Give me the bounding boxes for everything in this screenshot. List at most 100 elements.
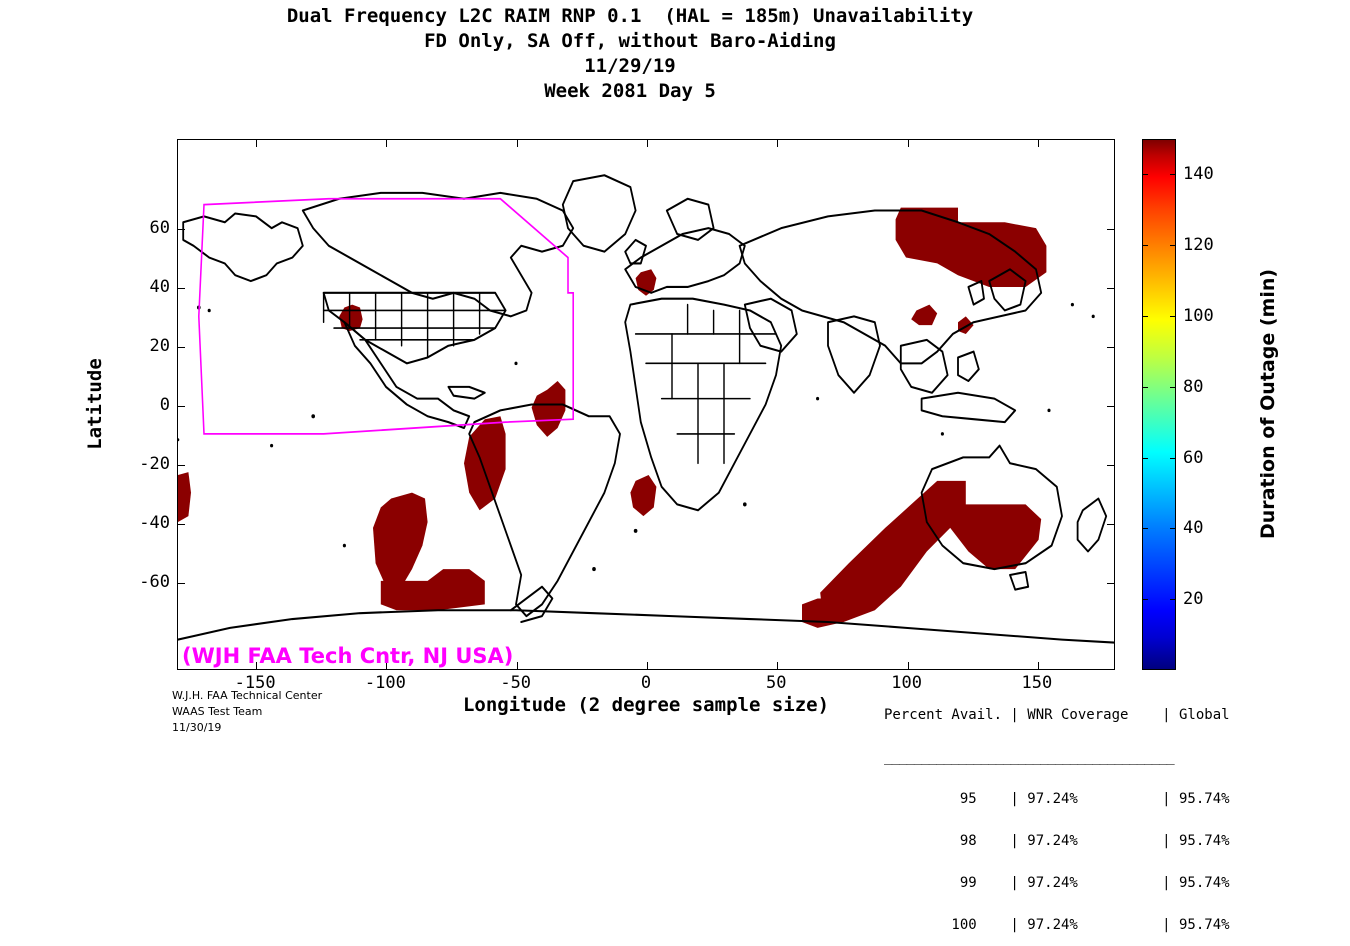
coastline-canada [301,191,575,318]
stats-table-rule: _______________________________________ [884,749,1175,765]
outage-region-south-africa-atlantic [630,475,657,517]
coastline-greenland [561,174,637,253]
table-row: 99 | 97.24% | 95.74% [884,875,1230,891]
coastline-mexico [343,321,471,430]
xtick-mark--50 [516,662,518,669]
ytick-right-0 [1107,405,1114,407]
ytick-mark-0 [178,405,185,407]
ytick-label--20: -20 [139,453,170,474]
colorbar-tickr-20 [1170,599,1176,601]
ytick-mark-40 [178,287,185,289]
colorbar[interactable] [1142,139,1176,670]
stats-table-header: Percent Avail. | WNR Coverage | Global [884,707,1230,723]
colorbar-tick-100 [1142,316,1148,317]
ytick-label-0: 0 [159,394,170,415]
ytick-mark--40 [178,523,185,525]
xtick-top-50 [777,140,779,147]
colorbar-tickr-40 [1170,528,1176,530]
ytick-label--60: -60 [139,571,170,592]
ytick-right--60 [1107,582,1114,584]
coastline-asia [738,209,1043,365]
ytick-mark--20 [178,464,185,466]
outage-region-south-pacific [373,492,428,587]
ytick-right-20 [1107,346,1114,348]
x-axis-label: Longitude (2 degree sample size) [462,694,830,716]
colorbar-label-60: 60 [1183,447,1204,468]
colorbar-label-100: 100 [1183,306,1214,326]
outage-region-australia-tasman [820,480,1042,622]
ytick-right--20 [1107,464,1114,466]
outage-regions-layer [178,207,1047,628]
world-map-plot[interactable] [177,139,1115,670]
africa-borders [634,303,777,465]
xtick-mark-0 [647,662,648,669]
xtick-mark--150 [256,662,258,669]
xtick-mark-50 [777,662,779,669]
xtick-label--150: -150 [234,673,276,693]
page-title: Dual Frequency L2C RAIM RNP 0.1 (HAL = 1… [0,4,1260,104]
title-line-2: FD Only, SA Off, without Baro-Aiding [424,30,836,52]
xtick-mark-150 [1037,662,1039,669]
waas-service-volume-polygon [198,197,574,435]
footer-line-3: 11/30/19 [172,721,222,734]
colorbar-tickr-80 [1170,386,1176,388]
coastline-scandinavia [665,197,715,241]
xtick-top-0 [647,140,648,147]
table-row: 100 | 97.24% | 95.74% [884,917,1230,933]
xtick-top--100 [386,140,388,147]
colorbar-tick-60 [1142,457,1148,459]
xtick-label-100: 100 [891,673,922,693]
ytick-right-40 [1107,287,1114,289]
title-line-4: Week 2081 Day 5 [544,80,716,102]
ytick-mark--60 [178,582,185,584]
outage-region-taiwan [958,316,974,334]
coastline-india [827,315,881,394]
colorbar-tickr-100 [1170,316,1176,317]
coastline-africa [624,297,783,512]
coastline-europe [624,227,746,294]
outage-region-south-china [911,304,938,326]
outage-region-pacific-west-chile [178,472,191,523]
colorbar-tick-80 [1142,386,1148,388]
colorbar-tickr-140 [1170,174,1176,176]
ytick-label-40: 40 [149,276,170,297]
colorbar-tickr-120 [1170,245,1176,247]
colorbar-label-20: 20 [1183,589,1204,610]
waas-service-volume-layer [198,197,574,435]
outage-region-eastern-siberia [895,207,1047,287]
xtick-label-150: 150 [1021,673,1053,693]
colorbar-tick-20 [1142,599,1148,601]
xtick-mark-100 [907,662,909,669]
xtick-top-100 [907,140,909,147]
coastline-layer [178,174,1114,644]
coastline-korea [967,280,985,306]
xtick-label--100: -100 [364,673,406,693]
ytick-right-60 [1107,228,1114,230]
y-axis-label: Latitude [84,358,106,450]
coastline-caribbean [447,385,486,400]
colorbar-label-40: 40 [1183,518,1204,539]
colorbar-label-120: 120 [1183,235,1214,256]
coastline-australia [920,444,1063,571]
ytick-label--40: -40 [139,512,170,533]
coastline-british-isles [624,238,647,265]
table-row: 98 | 97.24% | 95.74% [884,833,1230,849]
coastline-new-zealand [1076,497,1108,553]
colorbar-tickr-60 [1170,457,1176,459]
coastline-indonesia [920,391,1017,424]
coastline-japan [988,268,1027,312]
map-canvas [178,174,1114,644]
ytick-mark-20 [178,346,185,348]
footer-credit: W.J.H. FAA Technical Center WAAS Test Te… [172,688,322,736]
ytick-label-20: 20 [149,335,170,356]
coastline-arabia [743,297,798,353]
coastline-southeast-asia [899,338,949,394]
xtick-top-150 [1037,140,1039,147]
outage-region-se-pacific-peru [464,416,506,511]
colorbar-gradient [1142,139,1176,670]
availability-summary-table: Percent Avail. | WNR Coverage | Global _… [884,680,1230,946]
xtick-label--50: -50 [500,673,532,693]
ytick-right--40 [1107,523,1114,525]
xtick-label-50: 50 [766,673,787,693]
colorbar-title: Duration of Outage (min) [1257,268,1279,540]
